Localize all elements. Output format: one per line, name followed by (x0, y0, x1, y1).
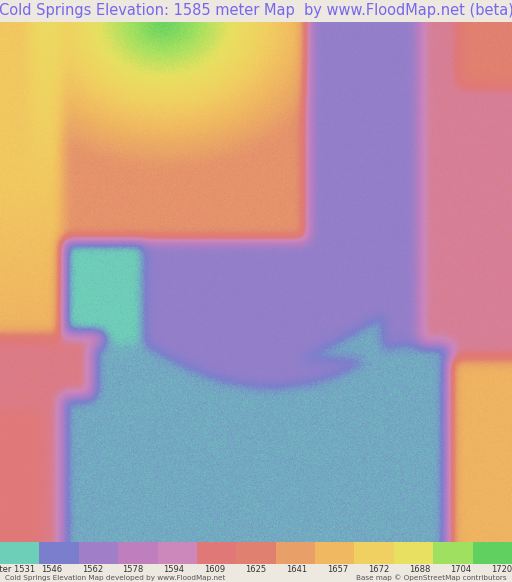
Bar (39, 542, 79, 564)
Bar (197, 542, 237, 564)
Text: Cold Springs Elevation Map developed by www.FloodMap.net: Cold Springs Elevation Map developed by … (5, 575, 225, 581)
Text: 1720: 1720 (491, 565, 512, 574)
Text: Cold Springs Elevation: 1585 meter Map  by www.FloodMap.net (beta): Cold Springs Elevation: 1585 meter Map b… (0, 3, 512, 19)
Bar (315, 542, 354, 564)
Text: 1688: 1688 (409, 565, 431, 574)
Bar (275, 542, 315, 564)
Text: meter 1531: meter 1531 (0, 565, 35, 574)
Text: 1657: 1657 (327, 565, 349, 574)
Bar (473, 542, 512, 564)
Bar (118, 542, 158, 564)
Text: 1562: 1562 (81, 565, 103, 574)
Text: Base map © OpenStreetMap contributors: Base map © OpenStreetMap contributors (356, 574, 507, 581)
Text: 1625: 1625 (245, 565, 267, 574)
Text: 1704: 1704 (450, 565, 472, 574)
Text: 1641: 1641 (286, 565, 308, 574)
Bar (79, 542, 118, 564)
Text: 1609: 1609 (204, 565, 226, 574)
Text: 1672: 1672 (368, 565, 390, 574)
Text: 1578: 1578 (122, 565, 144, 574)
Bar (433, 542, 473, 564)
Bar (354, 542, 394, 564)
Text: 1594: 1594 (163, 565, 185, 574)
Bar (158, 542, 197, 564)
Bar (0, 542, 39, 564)
Bar (394, 542, 433, 564)
Text: 1546: 1546 (40, 565, 62, 574)
Bar (237, 542, 275, 564)
